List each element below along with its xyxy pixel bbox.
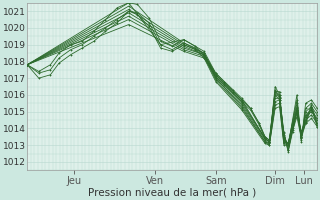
X-axis label: Pression niveau de la mer( hPa ): Pression niveau de la mer( hPa ) (88, 187, 256, 197)
